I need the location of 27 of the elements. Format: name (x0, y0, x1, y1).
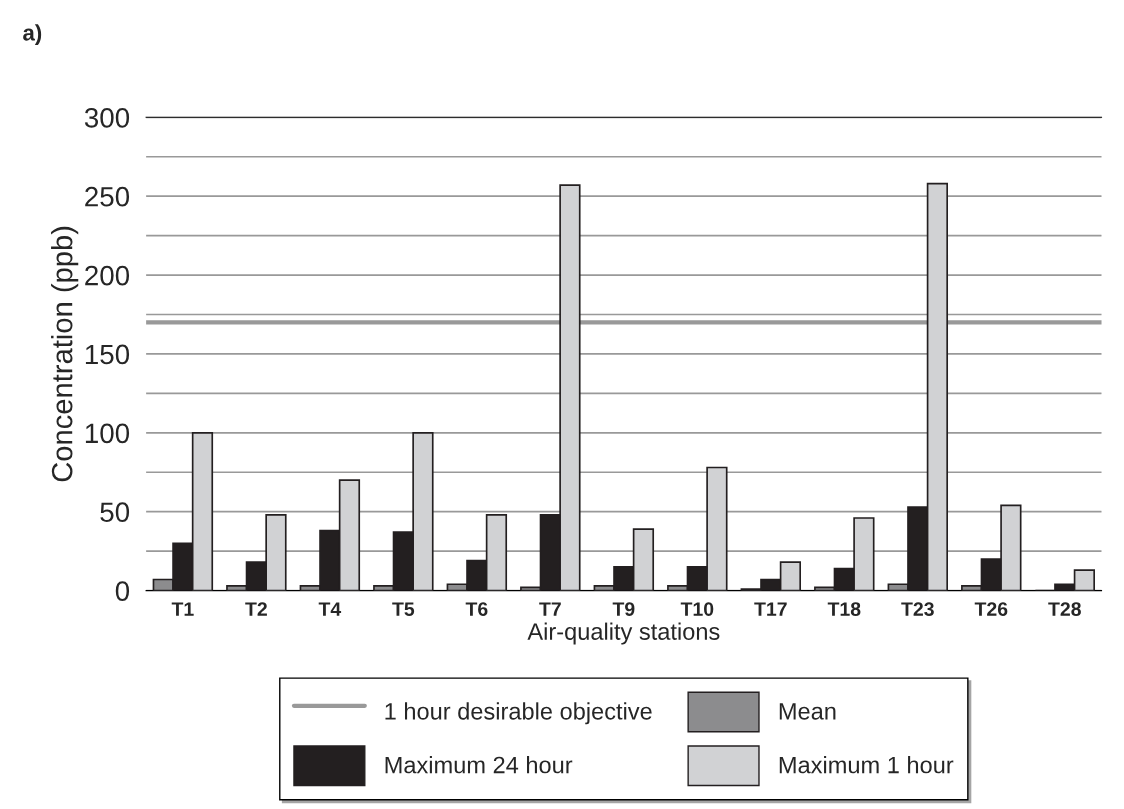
legend-label: Mean (779, 703, 836, 720)
x-tick-label: T4 (318, 602, 342, 616)
x-tick-label: T26 (974, 602, 1008, 616)
y-tick-label: 200 (85, 265, 130, 286)
x-tick-label: T6 (465, 602, 488, 616)
legend-label: Maximum 24 hour (385, 756, 573, 774)
x-tick-label: T7 (539, 602, 561, 616)
y-tick-label: 0 (115, 581, 130, 601)
legend-label: 1 hour desirable objective (385, 702, 652, 725)
x-tick-label: T1 (171, 602, 194, 616)
y-tick-label: 50 (100, 502, 130, 523)
x-tick-label: T18 (827, 602, 861, 616)
x-tick-label: T9 (612, 602, 635, 616)
y-tick-label: 250 (85, 186, 130, 207)
y-tick-label: 150 (85, 344, 130, 365)
y-tick-label: 100 (85, 423, 130, 444)
x-tick-label: T2 (245, 602, 267, 616)
y-axis-title: Concentration (ppb) (51, 226, 79, 482)
legend-label: Maximum 1 hour (779, 756, 954, 774)
x-axis-title: Air-quality stations (527, 622, 720, 645)
x-tick-label: T17 (754, 602, 787, 616)
x-tick-label: T28 (1048, 602, 1081, 616)
text: a) (23, 24, 42, 46)
x-tick-label: T10 (680, 602, 714, 616)
x-tick-label: T23 (901, 602, 934, 616)
x-tick-label: T5 (392, 602, 415, 616)
y-tick-label: 300 (84, 107, 130, 128)
